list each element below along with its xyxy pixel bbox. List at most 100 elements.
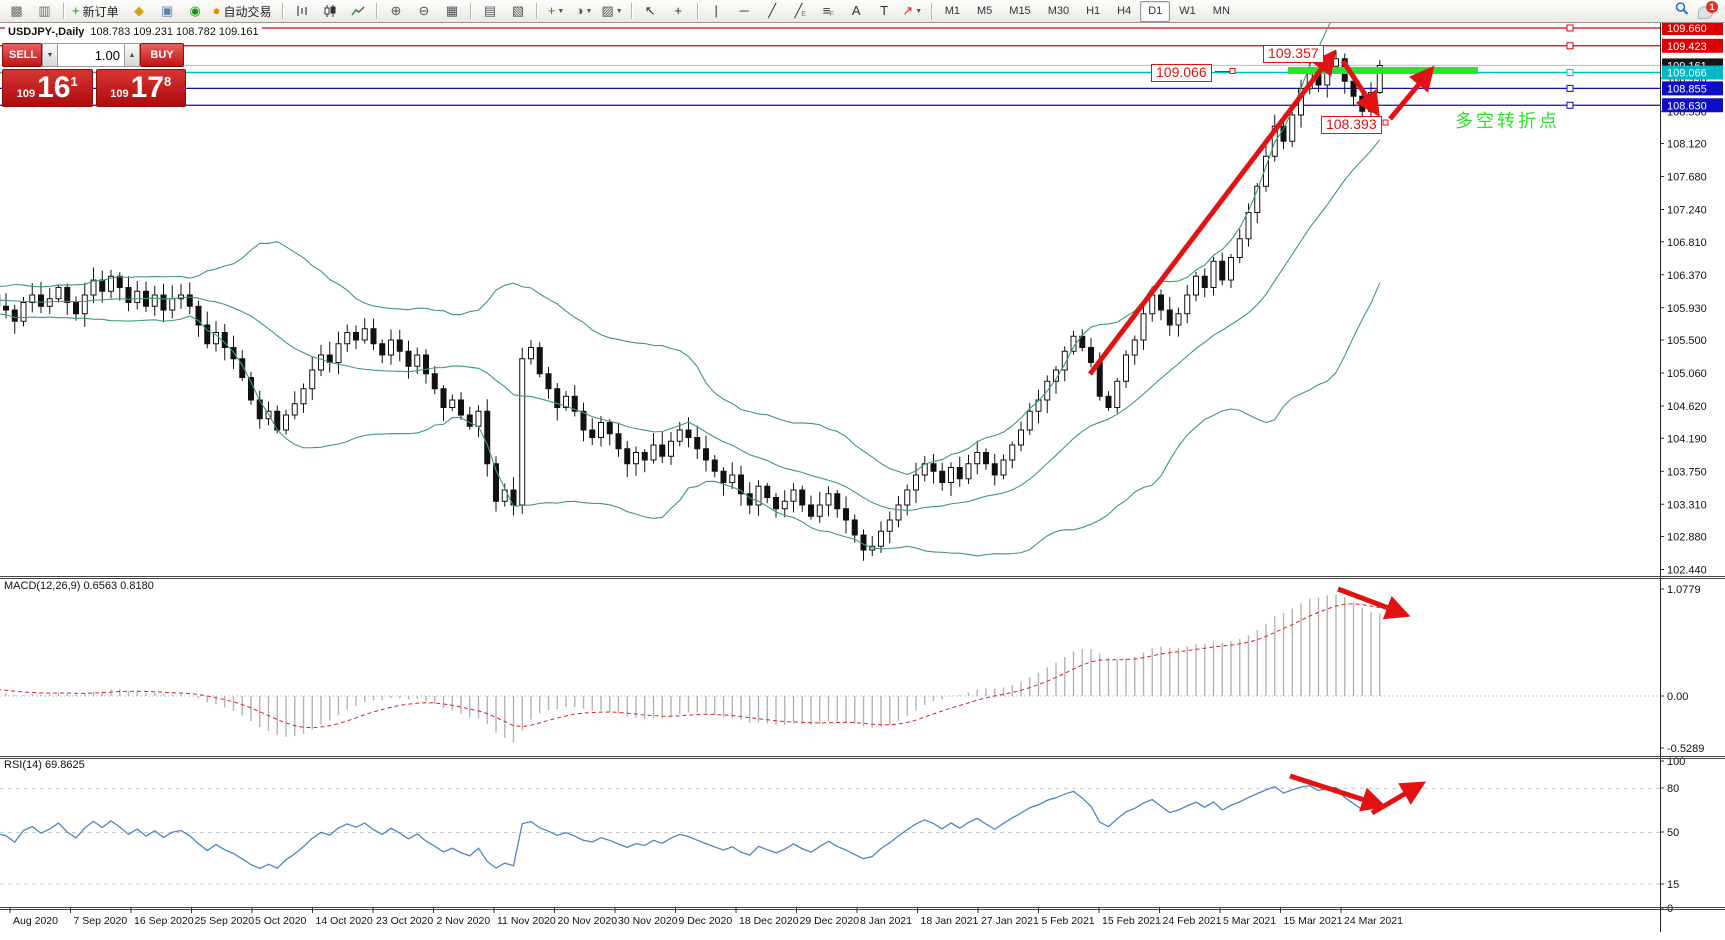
lot-size-input[interactable] xyxy=(58,43,124,67)
svg-text:102.880: 102.880 xyxy=(1667,532,1707,544)
equidistant-channel-button[interactable]: ╱ E xyxy=(794,3,806,18)
timeframe-button-m5[interactable]: M5 xyxy=(977,4,993,17)
svg-text:108.630: 108.630 xyxy=(1667,100,1707,112)
resistance-price-annotation[interactable]: 109.066 xyxy=(1151,64,1212,82)
timeframe-button-h4[interactable]: H4 xyxy=(1117,4,1132,17)
svg-text:24 Feb 2021: 24 Feb 2021 xyxy=(1163,915,1222,927)
bar-chart-button[interactable] xyxy=(288,1,315,22)
svg-text:109.066: 109.066 xyxy=(1667,68,1707,80)
svg-text:109.423: 109.423 xyxy=(1667,41,1707,53)
lot-decrease-button[interactable]: ▼ xyxy=(42,43,58,67)
horizontal-line-button[interactable]: ─ xyxy=(739,3,749,18)
auto-trading-button[interactable]: ● 自动交易 xyxy=(212,3,272,19)
svg-text:100: 100 xyxy=(1667,756,1685,768)
turning-point-text[interactable]: 多空转折点 xyxy=(1455,111,1560,131)
chart-title: USDJPY-,Daily 108.783 109.231 108.782 109… xyxy=(5,26,262,38)
svg-text:15 Feb 2021: 15 Feb 2021 xyxy=(1102,915,1161,927)
fibonacci-button[interactable]: ≡ F xyxy=(822,3,834,18)
arrange-symbols-button[interactable]: ▤ xyxy=(483,3,497,18)
main-price-pane xyxy=(0,23,1660,561)
sell-button[interactable]: SELL xyxy=(2,43,42,67)
svg-text:108.120: 108.120 xyxy=(1667,139,1707,151)
svg-text:Aug 2020: Aug 2020 xyxy=(13,915,58,927)
buy-price-tile[interactable]: 109 17 8 xyxy=(95,69,186,107)
arrows-button[interactable]: ↗ ▼ xyxy=(902,3,923,18)
svg-text:105.930: 105.930 xyxy=(1667,303,1707,315)
text-button[interactable]: A xyxy=(851,3,861,18)
vertical-line-button[interactable]: | xyxy=(714,3,718,18)
price-chart-canvas[interactable]: 108.990108.550108.120107.680107.240106.8… xyxy=(0,23,1725,940)
text-label-button[interactable]: T xyxy=(880,3,889,18)
toolbar-separator xyxy=(63,3,64,19)
timeframe-button-d1[interactable]: D1 xyxy=(1140,0,1171,22)
virtual-hosting-icon[interactable]: ▣ xyxy=(160,3,174,18)
macd-indicator-label: MACD(12,26,9) 0.6563 0.8180 xyxy=(4,580,154,592)
line-handle xyxy=(1566,24,1574,32)
svg-text:20 Nov 2020: 20 Nov 2020 xyxy=(558,915,618,927)
indicators-button[interactable]: + ▼ xyxy=(547,3,565,18)
svg-text:14 Oct 2020: 14 Oct 2020 xyxy=(316,915,373,927)
bollinger-middle-band xyxy=(0,139,1381,511)
lot-increase-button[interactable]: ▲ xyxy=(124,43,140,67)
svg-text:15: 15 xyxy=(1667,879,1679,891)
macd-pane xyxy=(0,586,1660,743)
timeframe-button-m15[interactable]: M15 xyxy=(1009,4,1031,17)
svg-text:8 Jan 2021: 8 Jan 2021 xyxy=(860,915,912,927)
tile-windows-button[interactable]: ▦ xyxy=(445,3,459,18)
price-scale[interactable]: 108.990108.550108.120107.680107.240106.8… xyxy=(1660,23,1723,915)
templates-button[interactable]: ▨ ▼ xyxy=(601,3,623,18)
buy-button[interactable]: BUY xyxy=(140,43,184,67)
notifications-icon[interactable]: 1 xyxy=(1698,1,1718,19)
search-icon[interactable] xyxy=(1674,1,1690,21)
svg-text:104.620: 104.620 xyxy=(1667,401,1707,413)
svg-text:106.810: 106.810 xyxy=(1667,237,1707,249)
date-axis[interactable]: Aug 2020 7 Sep 2020 16 Sep 2020 25 Sep 2020… xyxy=(9,907,1403,928)
svg-text:11 Nov 2020: 11 Nov 2020 xyxy=(497,915,556,927)
line-handle xyxy=(1566,84,1574,92)
zoom-out-button[interactable]: ⊖ xyxy=(418,3,430,18)
periods-button[interactable]: ◑ ▼ xyxy=(575,3,593,18)
rsi-pane xyxy=(0,773,1660,885)
new-order-button[interactable]: + 新订单 xyxy=(72,3,119,19)
cursor-button[interactable]: ↖ xyxy=(644,3,656,18)
timeframe-button-mn[interactable]: MN xyxy=(1212,4,1230,17)
svg-text:5 Feb 2021: 5 Feb 2021 xyxy=(1042,915,1095,927)
svg-text:16 Sep 2020: 16 Sep 2020 xyxy=(134,915,194,927)
toolbar-separator xyxy=(282,3,284,19)
svg-text:80: 80 xyxy=(1667,783,1679,795)
svg-text:103.310: 103.310 xyxy=(1667,499,1707,511)
signals-icon[interactable]: ◉ xyxy=(189,3,201,18)
rsi-down-arrow xyxy=(1289,773,1387,812)
timeframe-button-m30[interactable]: M30 xyxy=(1047,4,1070,17)
arrange-windows-button[interactable]: ▧ xyxy=(511,3,525,18)
line-chart-button[interactable] xyxy=(344,1,371,22)
svg-text:7 Sep 2020: 7 Sep 2020 xyxy=(74,915,128,927)
candlestick-chart-button[interactable] xyxy=(316,1,343,22)
toolbar-separator xyxy=(930,3,932,19)
chart-window: 108.990108.550108.120107.680107.240106.8… xyxy=(0,23,1725,940)
peak-price-annotation[interactable]: 109.357 xyxy=(1263,45,1324,63)
trendline-button[interactable]: ╱ xyxy=(768,3,777,18)
timeframe-button-h1[interactable]: H1 xyxy=(1086,4,1101,17)
svg-text:104.190: 104.190 xyxy=(1667,433,1707,445)
line-handle xyxy=(1566,101,1574,109)
svg-text:18 Dec 2020: 18 Dec 2020 xyxy=(739,915,799,927)
resistance-zone-line xyxy=(1288,67,1478,74)
timeframe-button-w1[interactable]: W1 xyxy=(1179,4,1196,17)
sell-price-tile[interactable]: 109 16 1 xyxy=(2,69,93,107)
zoom-in-button[interactable]: ⊕ xyxy=(390,3,402,18)
crosshair-button[interactable]: + xyxy=(674,3,683,18)
deposit-icon[interactable]: ◆ xyxy=(134,3,145,18)
svg-text:107.240: 107.240 xyxy=(1667,205,1707,217)
chart-ohlc-values: 108.783 109.231 108.782 109.161 xyxy=(90,26,259,38)
pullback-low-annotation[interactable]: 108.393 xyxy=(1321,116,1382,134)
chart-window-icon[interactable]: ▩ xyxy=(10,3,23,18)
tick-chart-icon[interactable]: ▥ xyxy=(38,3,51,18)
timeframe-button-m1[interactable]: M1 xyxy=(944,4,960,17)
svg-text:5 Oct 2020: 5 Oct 2020 xyxy=(255,915,307,927)
svg-text:18 Jan 2021: 18 Jan 2021 xyxy=(921,915,979,927)
toolbar-separator xyxy=(696,3,698,19)
svg-text:27 Jan 2021: 27 Jan 2021 xyxy=(981,915,1039,927)
bollinger-upper-band xyxy=(0,23,1331,476)
down-arrow xyxy=(1340,59,1380,117)
